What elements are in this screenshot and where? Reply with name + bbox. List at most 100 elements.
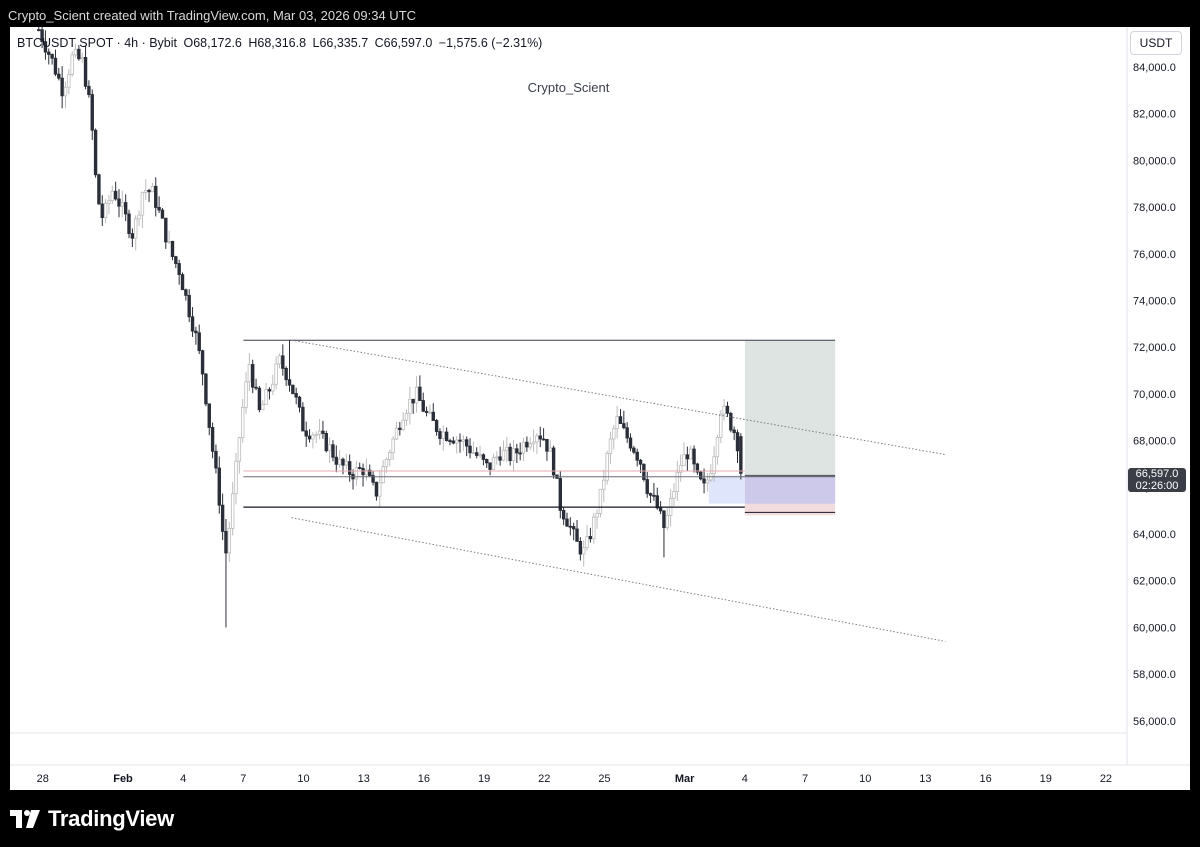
candle-body (301, 406, 305, 432)
candle-body (498, 456, 502, 461)
candle-body (200, 350, 205, 375)
candle-body (334, 456, 339, 465)
candle-body (391, 438, 395, 453)
candle-body (418, 386, 422, 401)
candle-body (665, 515, 669, 529)
candle-body (147, 189, 151, 193)
tradingview-logo-icon (10, 810, 40, 828)
legend-low: L66,335.7 (312, 36, 369, 50)
x-tick-label: 22 (1100, 773, 1112, 785)
candle-body (264, 389, 268, 405)
candle-body (83, 57, 88, 87)
candle-body (120, 202, 125, 207)
candle-body (414, 386, 419, 404)
candle-body (174, 256, 178, 264)
candle-body (110, 190, 115, 202)
candle-body (384, 459, 389, 468)
candle-body (327, 444, 332, 452)
candle-body (739, 436, 743, 474)
candle-body (140, 192, 145, 216)
candle-body (157, 207, 161, 211)
candle-body (204, 373, 208, 405)
x-tick-label: 4 (180, 773, 186, 785)
candle-body (448, 440, 452, 442)
candle-body (518, 452, 522, 455)
symbol-legend[interactable]: BTCUSDT SPOT · 4h · Bybit O68,172.6 H68,… (17, 36, 545, 50)
candle-body (177, 263, 181, 275)
candle-body (244, 381, 248, 408)
y-tick-label: 62,000.0 (1133, 576, 1176, 588)
y-tick-label: 64,000.0 (1133, 529, 1176, 541)
candle-body (150, 185, 155, 193)
x-tick-label: 7 (802, 773, 808, 785)
chart-panel[interactable]: 56,000.0 58,000.0 60,000.0 62,000.0 64,000.0… (10, 27, 1190, 790)
candle-body (535, 435, 539, 443)
candle-body (53, 57, 58, 75)
candle-body (63, 86, 68, 97)
candle-body (592, 516, 596, 540)
candle-body (284, 368, 288, 381)
candle-body (635, 451, 639, 461)
candle-body (337, 458, 342, 465)
tradingview-logo[interactable]: TradingView (10, 806, 174, 832)
y-tick-label: 78,000.0 (1133, 202, 1176, 214)
candle-body (388, 452, 392, 460)
candle-body (675, 472, 680, 493)
candle-body (307, 435, 312, 440)
candle-body (729, 412, 733, 431)
currency-button[interactable]: USDT (1130, 31, 1182, 55)
candle-body (628, 437, 633, 449)
candle-body (70, 54, 74, 75)
candle-body (261, 403, 265, 411)
x-tick-label: 10 (859, 773, 871, 785)
candle-body (735, 432, 740, 452)
candle-body (331, 444, 335, 458)
candle-body (672, 491, 676, 499)
candle-body (608, 438, 613, 454)
demand-zone[interactable] (708, 475, 745, 504)
candle-body (314, 433, 318, 436)
candle-body (468, 445, 472, 454)
legend-change: −1,575.6 (−2.31%) (438, 36, 543, 50)
candle-body (43, 41, 48, 53)
candle-body (491, 457, 496, 470)
candle-body (378, 482, 382, 497)
candle-body (508, 446, 512, 461)
candle-body (481, 454, 486, 460)
x-tick-label: 19 (478, 773, 490, 785)
candle-body (451, 440, 456, 444)
candle-body (324, 433, 328, 452)
candle-body (187, 294, 191, 318)
candle-body (454, 439, 459, 444)
candle-body (227, 527, 232, 554)
target-zone[interactable] (744, 340, 836, 476)
candlestick-chart[interactable]: 56,000.0 58,000.0 60,000.0 62,000.0 64,000.0… (10, 27, 1190, 790)
footer-bar: TradingView (0, 790, 1200, 847)
candle-body (578, 541, 583, 555)
candle-body (575, 528, 579, 542)
candle-body (254, 386, 258, 389)
candle-body (495, 456, 499, 459)
candle-body (598, 488, 603, 514)
candle-body (478, 454, 482, 457)
candle-body (217, 467, 221, 506)
candle-body (421, 400, 425, 412)
y-tick-label: 74,000.0 (1133, 296, 1176, 308)
candle-body (197, 332, 201, 352)
candle-body (127, 213, 131, 234)
candle-body (347, 461, 352, 475)
candle-body (354, 467, 359, 480)
entry-overlap-zone[interactable] (744, 476, 836, 504)
y-tick-label: 60,000.0 (1133, 622, 1176, 634)
candle-body (371, 475, 375, 483)
candle-body (368, 469, 372, 476)
channel-lower-line[interactable] (291, 517, 946, 642)
candle-body (685, 454, 690, 460)
channel-upper-line[interactable] (291, 339, 946, 456)
candle-body (230, 493, 235, 529)
candle-body (705, 479, 710, 484)
candle-body (154, 185, 158, 208)
candle-body (438, 431, 442, 439)
x-tick-label: 25 (598, 773, 610, 785)
y-tick-label: 76,000.0 (1133, 249, 1176, 261)
